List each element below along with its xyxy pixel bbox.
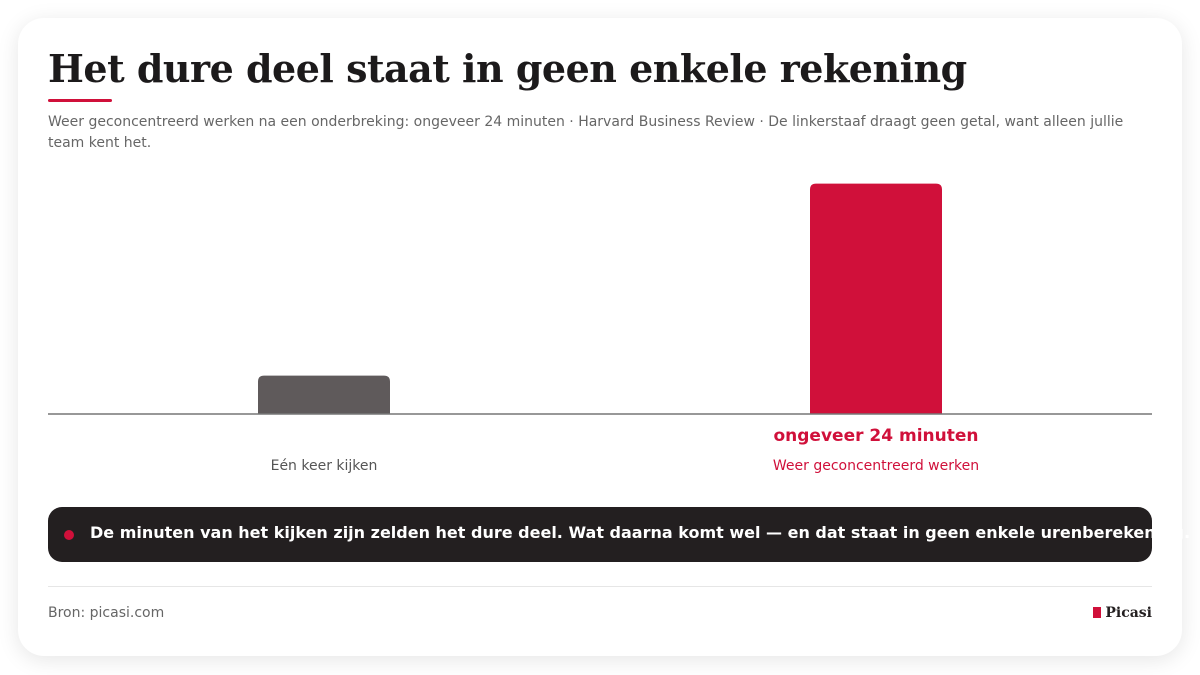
title-rule xyxy=(48,99,112,102)
value-label: ongeveer 24 minuten xyxy=(773,426,978,446)
chart: Eén keer kijken ongeveer 24 minuten Weer g… xyxy=(48,183,1152,474)
divider xyxy=(48,586,1152,587)
callout-box xyxy=(48,507,1152,562)
x-tick-label: Weer geconcentreerd werken xyxy=(773,458,979,474)
x-tick-label: Eén keer kijken xyxy=(271,458,378,474)
callout-text: De minuten van het kijken zijn zelden he… xyxy=(90,523,1191,542)
source: Bron: picasi.com xyxy=(48,605,165,621)
brand-logo: Picasi xyxy=(1093,605,1152,621)
chart-title: Het dure deel staat in geen enkele reken… xyxy=(48,46,967,91)
bar xyxy=(810,183,942,414)
callout-dot xyxy=(64,530,74,540)
bar xyxy=(258,375,390,414)
chart-subtitle: Weer geconcentreerd werken na een onderb… xyxy=(48,114,1124,151)
